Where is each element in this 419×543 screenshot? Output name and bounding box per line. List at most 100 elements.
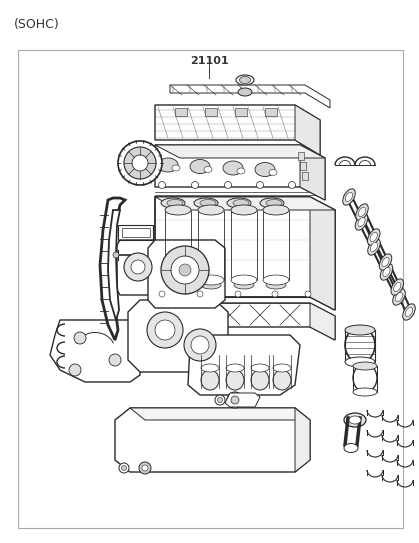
Text: 21101: 21101 bbox=[190, 56, 228, 66]
Polygon shape bbox=[188, 335, 300, 395]
Ellipse shape bbox=[358, 207, 366, 217]
Circle shape bbox=[119, 463, 129, 473]
Ellipse shape bbox=[358, 217, 365, 226]
Ellipse shape bbox=[393, 289, 405, 305]
Ellipse shape bbox=[194, 198, 218, 208]
Bar bbox=[175, 108, 187, 116]
Ellipse shape bbox=[251, 370, 269, 390]
Ellipse shape bbox=[168, 281, 188, 289]
Ellipse shape bbox=[349, 416, 361, 424]
Ellipse shape bbox=[238, 88, 252, 96]
Circle shape bbox=[161, 246, 209, 294]
Circle shape bbox=[113, 252, 119, 258]
Ellipse shape bbox=[343, 189, 355, 205]
Ellipse shape bbox=[231, 205, 257, 215]
Circle shape bbox=[231, 396, 239, 404]
Circle shape bbox=[132, 155, 148, 171]
Ellipse shape bbox=[240, 77, 251, 84]
Ellipse shape bbox=[201, 370, 219, 390]
Circle shape bbox=[179, 264, 191, 276]
Ellipse shape bbox=[233, 199, 249, 206]
Circle shape bbox=[139, 462, 151, 474]
Ellipse shape bbox=[370, 242, 378, 251]
Ellipse shape bbox=[201, 281, 221, 289]
Circle shape bbox=[225, 181, 232, 188]
Ellipse shape bbox=[234, 281, 254, 289]
Ellipse shape bbox=[353, 388, 377, 396]
Ellipse shape bbox=[226, 364, 244, 372]
Polygon shape bbox=[295, 105, 320, 155]
Ellipse shape bbox=[161, 198, 185, 208]
Ellipse shape bbox=[368, 239, 380, 255]
Ellipse shape bbox=[379, 254, 392, 270]
Ellipse shape bbox=[204, 167, 212, 173]
Circle shape bbox=[142, 465, 148, 471]
Circle shape bbox=[131, 260, 145, 274]
Ellipse shape bbox=[165, 275, 191, 285]
Polygon shape bbox=[225, 393, 260, 407]
Circle shape bbox=[235, 291, 241, 297]
Ellipse shape bbox=[260, 198, 284, 208]
Circle shape bbox=[158, 181, 166, 188]
Polygon shape bbox=[128, 300, 228, 372]
Ellipse shape bbox=[380, 264, 393, 280]
Ellipse shape bbox=[345, 357, 375, 367]
Circle shape bbox=[109, 354, 121, 366]
Bar bbox=[302, 172, 308, 180]
Ellipse shape bbox=[237, 168, 245, 174]
Ellipse shape bbox=[345, 325, 375, 335]
Polygon shape bbox=[310, 303, 335, 340]
Circle shape bbox=[191, 181, 199, 188]
Ellipse shape bbox=[198, 275, 224, 285]
Circle shape bbox=[191, 336, 209, 354]
Polygon shape bbox=[155, 105, 320, 155]
Polygon shape bbox=[300, 145, 325, 200]
Ellipse shape bbox=[345, 192, 353, 201]
Ellipse shape bbox=[353, 364, 377, 392]
Ellipse shape bbox=[393, 282, 401, 292]
Ellipse shape bbox=[344, 413, 366, 427]
Polygon shape bbox=[155, 145, 325, 158]
Ellipse shape bbox=[200, 199, 216, 206]
Bar bbox=[18, 50, 403, 528]
Ellipse shape bbox=[383, 267, 390, 276]
Circle shape bbox=[147, 312, 183, 348]
Polygon shape bbox=[130, 408, 310, 420]
Polygon shape bbox=[155, 197, 335, 310]
Circle shape bbox=[124, 147, 156, 179]
Ellipse shape bbox=[345, 327, 375, 363]
Circle shape bbox=[74, 332, 86, 344]
Ellipse shape bbox=[344, 444, 358, 452]
Polygon shape bbox=[295, 408, 310, 472]
Ellipse shape bbox=[198, 205, 224, 215]
Ellipse shape bbox=[367, 229, 380, 245]
Ellipse shape bbox=[403, 304, 415, 320]
Ellipse shape bbox=[236, 75, 254, 85]
Circle shape bbox=[215, 395, 225, 405]
Ellipse shape bbox=[263, 275, 289, 285]
Polygon shape bbox=[115, 408, 310, 472]
Bar bbox=[265, 108, 277, 116]
Bar bbox=[300, 162, 306, 170]
Bar bbox=[235, 108, 247, 116]
Ellipse shape bbox=[382, 257, 389, 267]
Circle shape bbox=[305, 291, 311, 297]
Ellipse shape bbox=[255, 162, 275, 176]
Polygon shape bbox=[170, 85, 330, 108]
Circle shape bbox=[227, 392, 243, 408]
Polygon shape bbox=[50, 320, 140, 382]
Ellipse shape bbox=[226, 370, 244, 390]
Ellipse shape bbox=[266, 281, 286, 289]
Circle shape bbox=[155, 320, 175, 340]
Circle shape bbox=[256, 181, 264, 188]
Ellipse shape bbox=[227, 198, 251, 208]
Bar bbox=[205, 108, 217, 116]
Ellipse shape bbox=[396, 293, 403, 301]
Ellipse shape bbox=[356, 204, 368, 220]
Circle shape bbox=[171, 256, 199, 284]
Polygon shape bbox=[148, 240, 225, 308]
Ellipse shape bbox=[273, 370, 291, 390]
Polygon shape bbox=[155, 303, 335, 340]
Ellipse shape bbox=[266, 199, 282, 206]
Polygon shape bbox=[155, 145, 325, 200]
